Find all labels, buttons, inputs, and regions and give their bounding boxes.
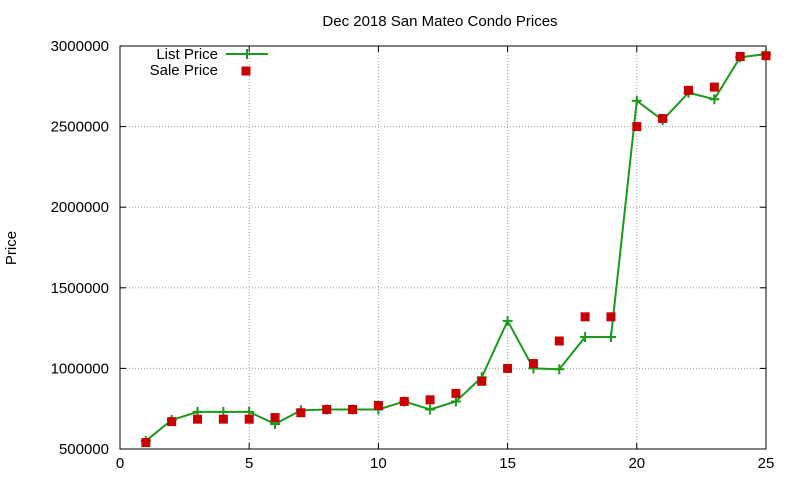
sale-price-point xyxy=(399,396,409,406)
sale-price-point xyxy=(270,413,280,423)
sale-price-point xyxy=(167,417,177,427)
y-tick-label: 3000000 xyxy=(51,38,109,55)
y-tick-label: 500000 xyxy=(59,441,109,458)
y-tick-label: 2500000 xyxy=(51,119,109,136)
legend-label: List Price xyxy=(156,46,218,63)
sale-price-point xyxy=(554,336,564,346)
list-price-point xyxy=(580,331,591,342)
list-price-point xyxy=(709,94,720,105)
sale-price-point xyxy=(296,408,306,418)
list-price-point xyxy=(554,364,565,375)
sale-price-point xyxy=(425,395,435,405)
series xyxy=(140,49,771,448)
x-tick-label: 15 xyxy=(499,455,516,472)
sale-price-point xyxy=(580,312,590,322)
y-tick-label: 1000000 xyxy=(51,360,109,377)
x-tick-label: 5 xyxy=(245,455,253,472)
sale-price-point xyxy=(632,122,642,132)
sale-price-point xyxy=(141,438,151,448)
list-price-point xyxy=(631,95,642,106)
x-tick-label: 10 xyxy=(370,455,387,472)
sale-price-point xyxy=(761,51,771,61)
legend-label: Sale Price xyxy=(150,62,218,79)
x-tick-label: 0 xyxy=(116,455,124,472)
sale-price-point xyxy=(244,414,254,424)
sale-price-point xyxy=(322,405,332,415)
sale-price-point xyxy=(503,363,513,373)
axes: 0 5 10 15 20 25 500000 1000000 1500000 2000000 250… xyxy=(51,38,775,472)
sale-price-point xyxy=(735,51,745,61)
list-price-point xyxy=(605,331,616,342)
x-tick-label: 25 xyxy=(758,455,775,472)
sale-price-point xyxy=(709,82,719,92)
legend-square-swatch xyxy=(241,66,251,76)
y-axis-label: Price xyxy=(3,231,20,265)
sale-price-point xyxy=(658,114,668,124)
sale-price-point xyxy=(373,400,383,410)
sale-price-point xyxy=(528,359,538,369)
sale-price-point xyxy=(606,312,616,322)
y-tick-label: 1500000 xyxy=(51,280,109,297)
list-price-line xyxy=(145,53,767,442)
y-tick-label: 2000000 xyxy=(51,199,109,216)
sale-price-point xyxy=(348,405,358,415)
x-tick-label: 20 xyxy=(628,455,645,472)
chart-title: Dec 2018 San Mateo Condo Prices xyxy=(322,13,557,30)
list-price-point xyxy=(450,396,461,407)
sale-price-point xyxy=(193,414,203,424)
list-price-point xyxy=(425,404,436,415)
sale-price-point xyxy=(477,376,487,386)
sale-price-point xyxy=(683,85,693,95)
legend-cross-swatch xyxy=(242,49,252,59)
list-price-point xyxy=(502,315,513,326)
sale-price-point xyxy=(451,388,461,398)
grid xyxy=(120,46,766,449)
plot-frame xyxy=(119,45,767,450)
sale-price-point xyxy=(218,414,228,424)
